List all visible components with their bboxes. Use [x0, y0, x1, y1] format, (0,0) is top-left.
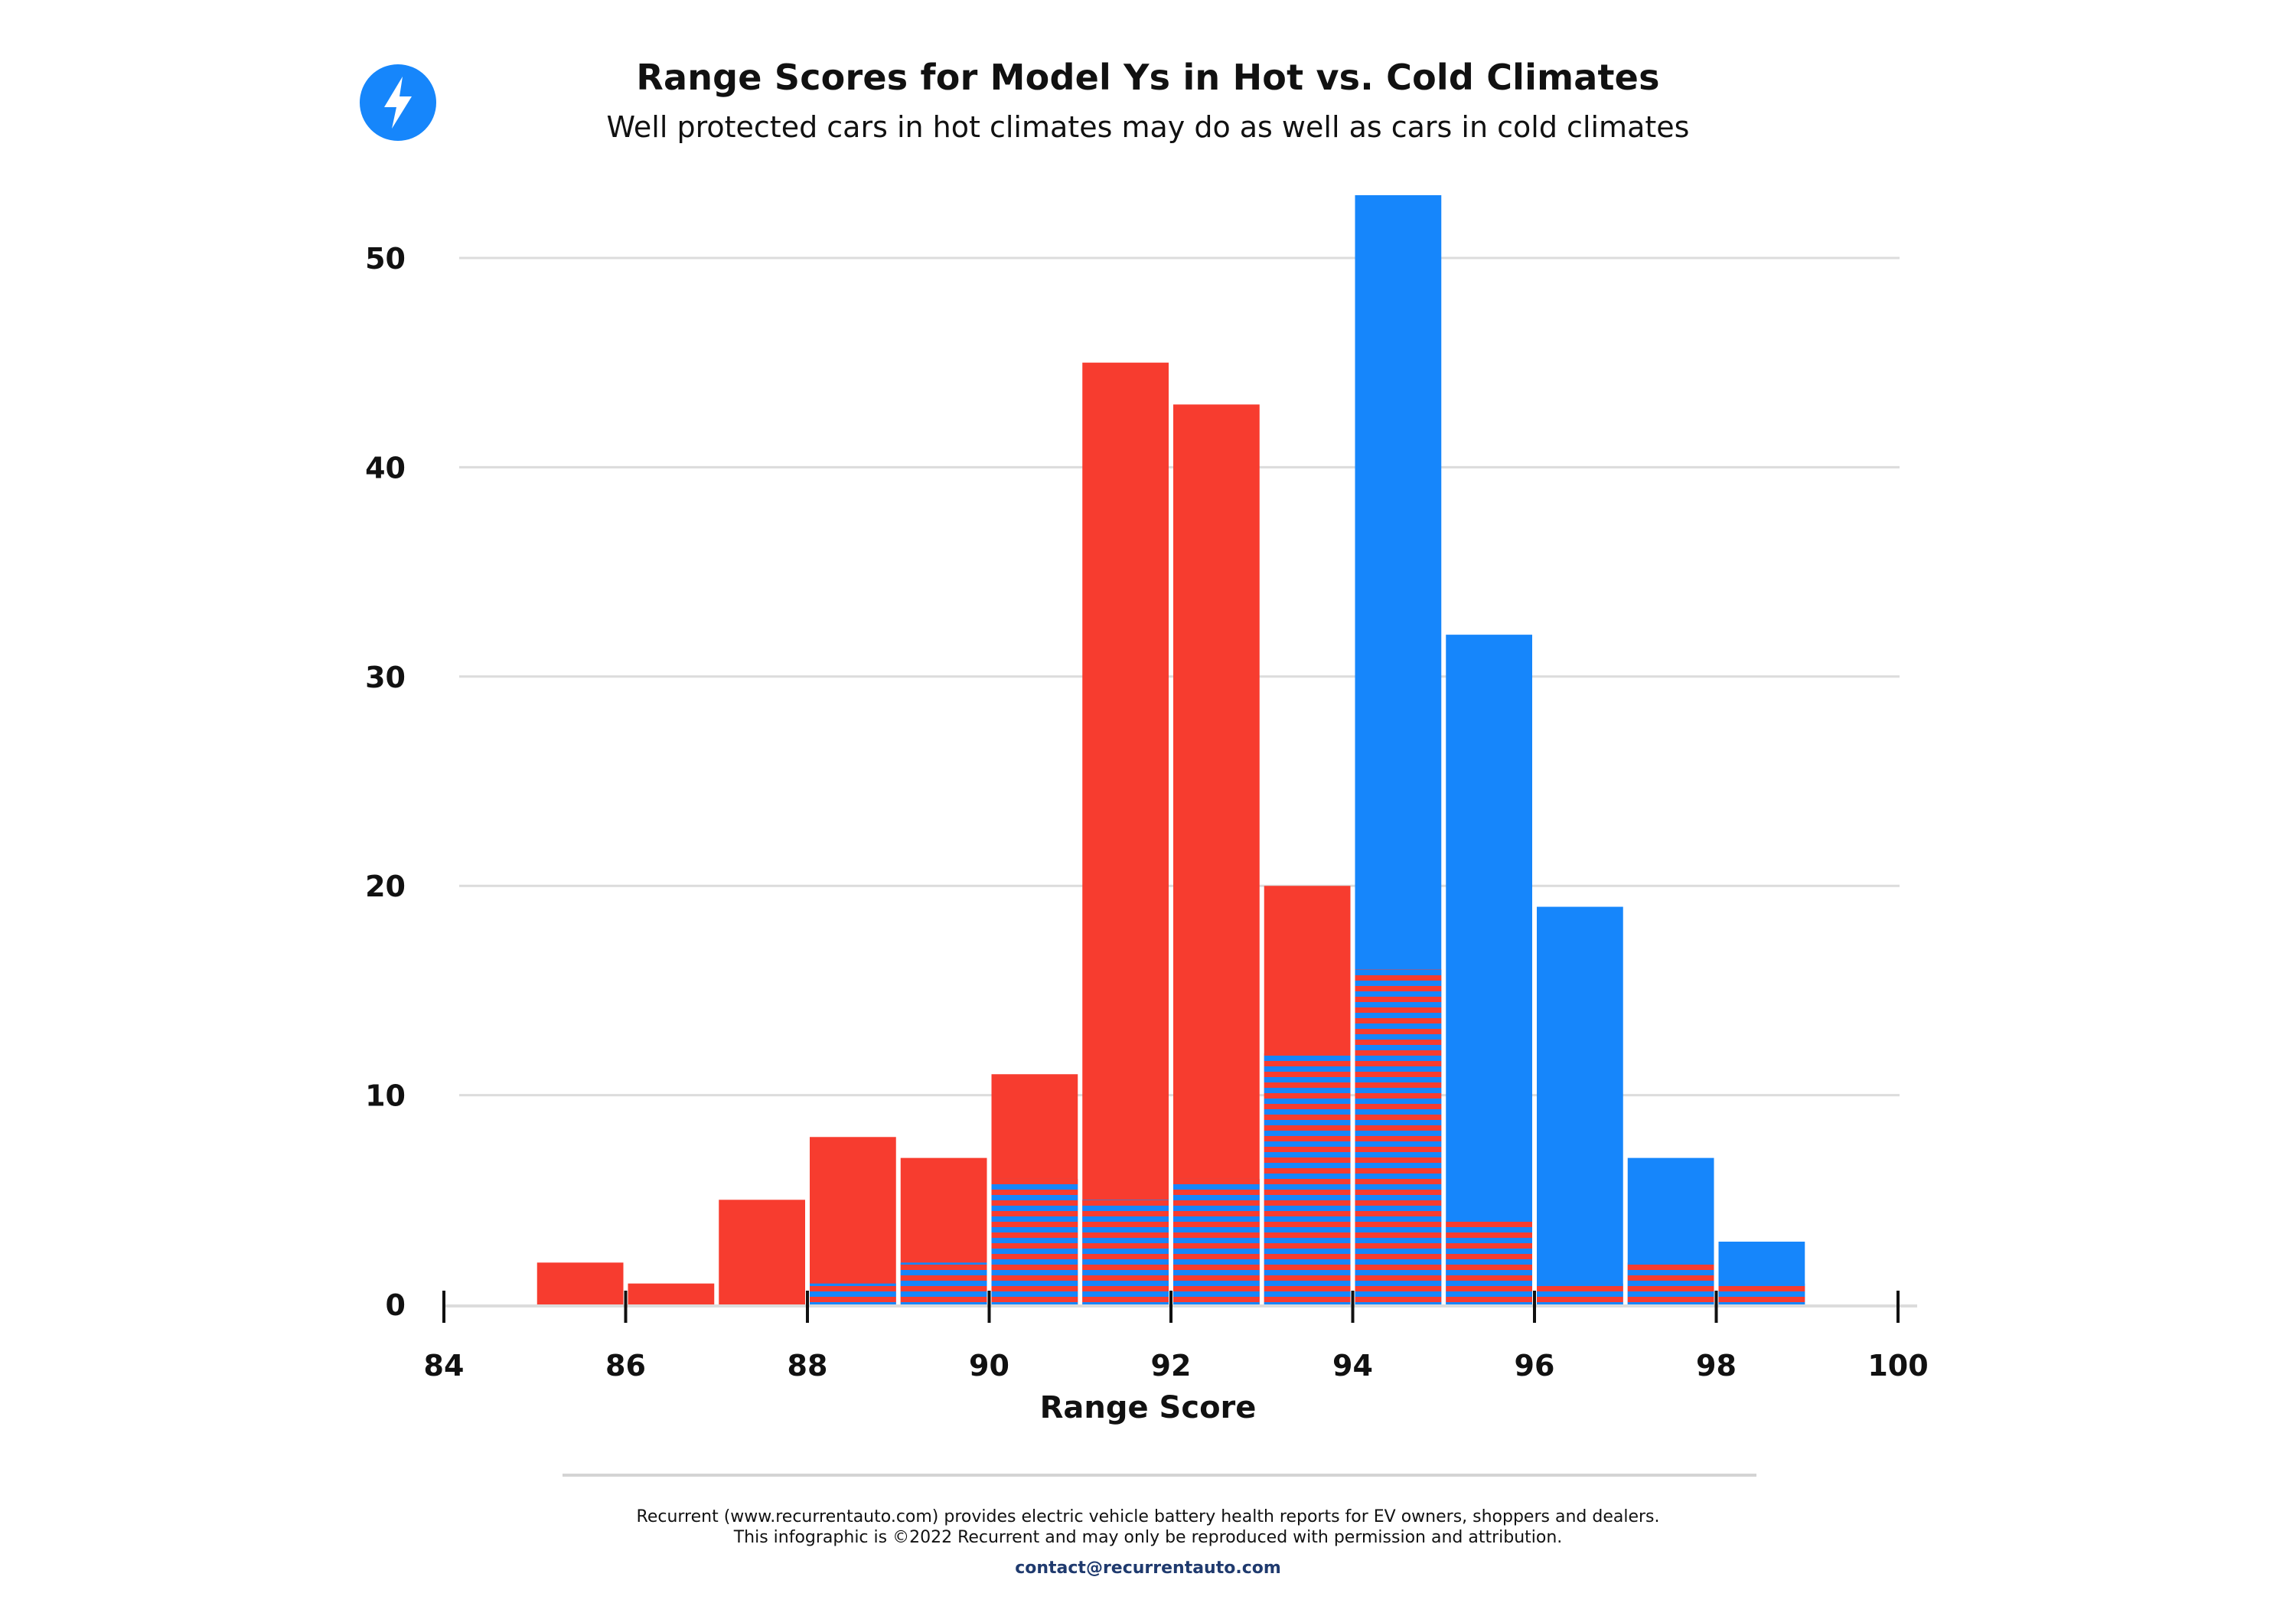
- x-tick-label: 90: [969, 1349, 1009, 1383]
- bar-overlap: [1537, 1283, 1623, 1304]
- footer-divider: [563, 1474, 1756, 1477]
- x-tick-label: 100: [1867, 1349, 1928, 1383]
- x-tick-label: 94: [1332, 1349, 1373, 1383]
- bar-overlap: [1173, 1178, 1260, 1304]
- bar-hot-climate: [1082, 362, 1169, 1305]
- x-tick-label: 84: [424, 1349, 465, 1383]
- chart-title: Range Scores for Model Ys in Hot vs. Col…: [636, 57, 1660, 98]
- bar-hot-climate: [810, 1137, 896, 1304]
- x-axis: 84 86 88 90 92 94 96 98 100: [424, 1291, 1929, 1383]
- x-tick-label: 88: [788, 1349, 828, 1383]
- y-tick-label: 40: [365, 451, 406, 485]
- bar-overlap: [1446, 1220, 1532, 1304]
- y-tick-label: 10: [365, 1079, 406, 1113]
- bar-overlap: [1718, 1283, 1805, 1304]
- bar-hot-climate: [719, 1200, 805, 1304]
- x-tick-label: 98: [1696, 1349, 1737, 1383]
- bar-hot-climate: [628, 1283, 715, 1304]
- x-tick-label: 86: [605, 1349, 646, 1383]
- footer-description: Recurrent (www.recurrentauto.com) provid…: [636, 1507, 1660, 1526]
- y-axis: 0 10 20 30 40 50: [365, 242, 406, 1322]
- bar-overlap: [810, 1283, 896, 1304]
- y-tick-label: 20: [365, 870, 406, 903]
- y-tick-label: 0: [386, 1288, 406, 1322]
- bar-overlap: [1264, 1053, 1351, 1304]
- bar-overlap: [1082, 1200, 1169, 1304]
- x-tick-label: 96: [1515, 1349, 1555, 1383]
- bar-overlap: [900, 1262, 987, 1304]
- bar-hot-climate: [1173, 404, 1260, 1304]
- footer-contact-link[interactable]: contact@recurrentauto.com: [1015, 1559, 1281, 1578]
- footer-copyright: This infographic is ©2022 Recurrent and …: [733, 1528, 1563, 1547]
- bar-overlap: [1627, 1262, 1714, 1304]
- x-tick-label: 92: [1151, 1349, 1192, 1383]
- recurrent-logo: [358, 63, 438, 142]
- y-tick-label: 50: [365, 242, 406, 276]
- lightning-bolt-icon: [360, 64, 436, 141]
- chart-subtitle: Well protected cars in hot climates may …: [606, 110, 1690, 144]
- bar-cold-climate: [1537, 906, 1623, 1304]
- bar-overlap: [991, 1178, 1078, 1304]
- y-tick-label: 30: [365, 661, 406, 694]
- bar-hot-climate: [536, 1262, 624, 1304]
- bar-cold-climate: [1446, 635, 1532, 1304]
- bars: [536, 194, 1805, 1305]
- bar-overlap: [1355, 969, 1442, 1304]
- x-axis-label: Range Score: [1040, 1390, 1257, 1425]
